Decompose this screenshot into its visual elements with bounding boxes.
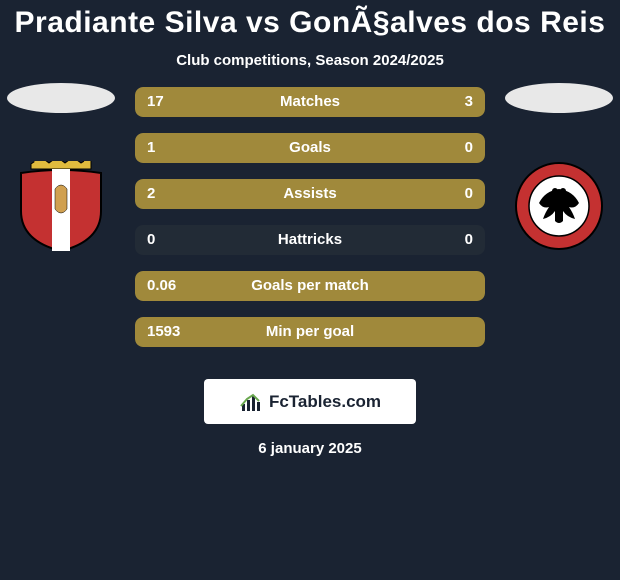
bars-column: 173Matches 10Goals 20Assists 00Hattricks 0.0… xyxy=(135,87,485,363)
left-player-badges xyxy=(6,83,116,251)
stat-label: Goals per match xyxy=(135,271,485,301)
date-text: 6 january 2025 xyxy=(0,440,620,457)
stat-row: 00Hattricks xyxy=(135,225,485,255)
stat-row: 20Assists xyxy=(135,179,485,209)
stat-label: Matches xyxy=(135,87,485,117)
player-photo-right xyxy=(505,83,613,113)
stat-row: 1593Min per goal xyxy=(135,317,485,347)
stat-label: Goals xyxy=(135,133,485,163)
stat-label: Assists xyxy=(135,179,485,209)
club-shield-left xyxy=(11,161,111,251)
player-photo-left xyxy=(7,83,115,113)
stat-row: 173Matches xyxy=(135,87,485,117)
stat-row: 0.06Goals per match xyxy=(135,271,485,301)
club-shield-right xyxy=(509,161,609,251)
comparison-chart: 173Matches10Goals20Assists00Hattricks0.0… xyxy=(0,93,620,373)
right-player-badges xyxy=(504,83,614,251)
stat-label: Min per goal xyxy=(135,317,485,347)
source-tag: FcTables.com xyxy=(204,379,416,424)
fctables-logo-icon xyxy=(239,390,263,414)
stat-label: Hattricks xyxy=(135,225,485,255)
page-title: Pradiante Silva vs GonÃ§alves dos Reis xyxy=(0,6,620,40)
source-tag-text: FcTables.com xyxy=(269,392,381,412)
stat-row: 10Goals xyxy=(135,133,485,163)
subtitle: Club competitions, Season 2024/2025 xyxy=(0,52,620,69)
